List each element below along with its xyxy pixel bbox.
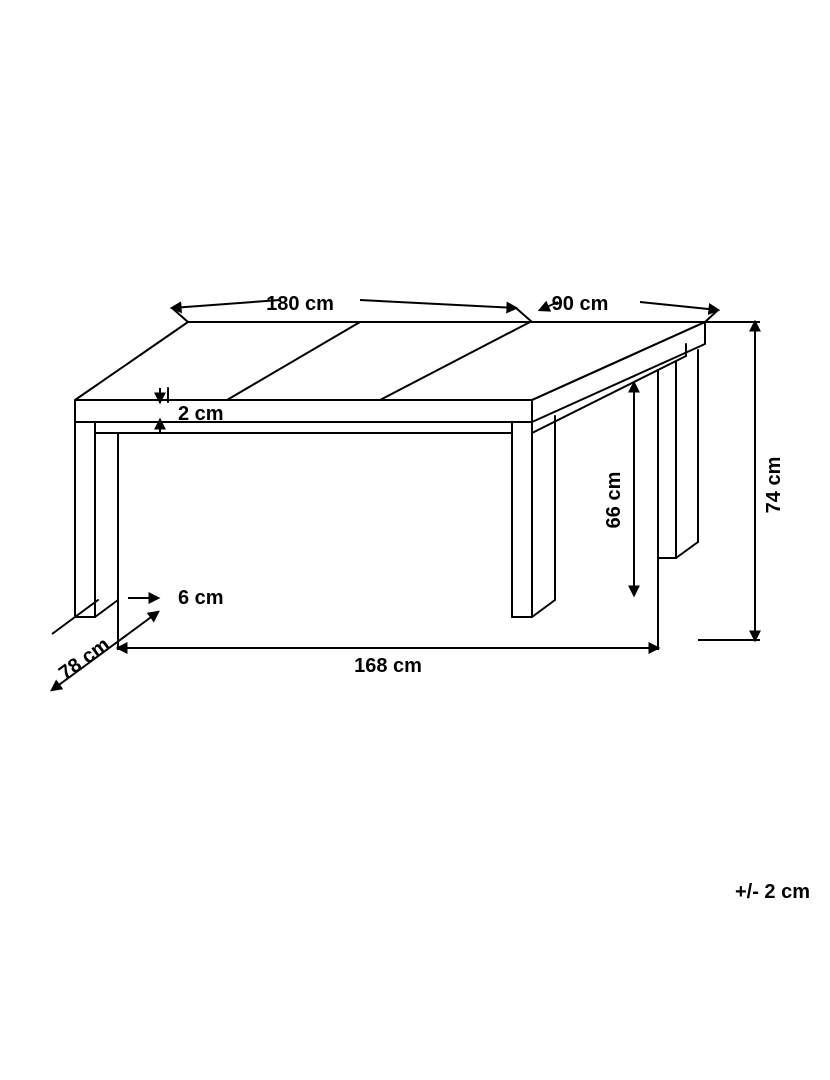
label-tabletop-thickness: 2 cm [178,403,224,425]
table-outline [75,322,705,617]
dimension-lines [52,300,760,690]
label-clear-height: 66 cm [603,472,625,529]
label-top-depth: 90 cm [552,293,609,315]
label-top-length: 180 cm [266,293,334,315]
dimension-diagram: 180 cm 90 cm 2 cm 66 cm 74 cm 6 cm 78 cm… [0,0,830,1080]
label-total-height: 74 cm [763,457,785,514]
leg-front-right [512,416,555,617]
label-leg-width: 6 cm [178,587,224,609]
label-foot-depth: 78 cm [55,634,114,685]
label-inner-span: 168 cm [354,655,422,677]
leg-back-right [658,350,698,558]
leg-front-left [75,422,118,617]
tolerance-note: +/- 2 cm [735,881,810,903]
